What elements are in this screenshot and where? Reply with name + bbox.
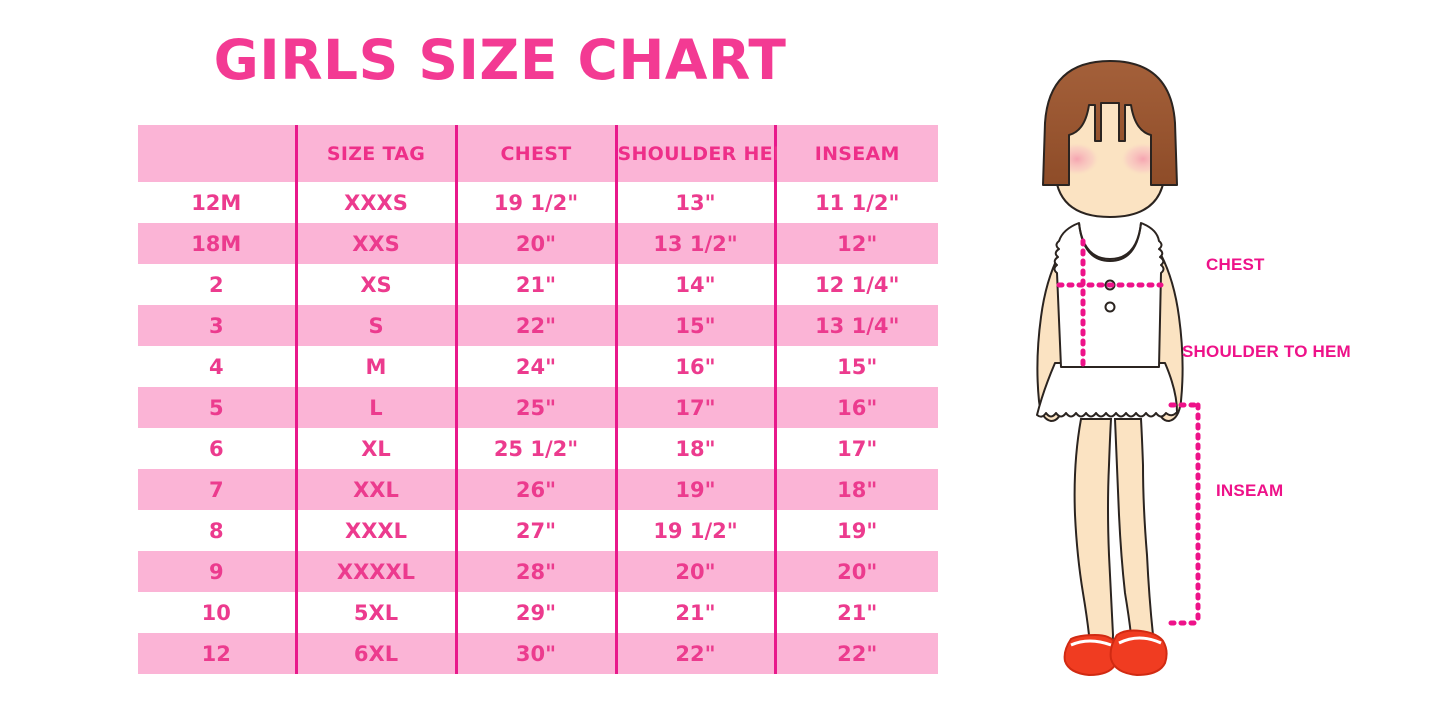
cell-shoulder-hem: 17" bbox=[614, 387, 775, 428]
cell-size-tag: L bbox=[294, 387, 456, 428]
table-row: 9 XXXXL 28" 20" 20" bbox=[138, 551, 938, 592]
column-header-shoulder-hem: SHOULDER HEM bbox=[614, 125, 792, 182]
cell-size-tag: S bbox=[294, 305, 456, 346]
cell-inseam: 16" bbox=[773, 387, 938, 428]
cell-shoulder-hem: 20" bbox=[614, 551, 775, 592]
table-row: 2 XS 21" 14" 12 1/4" bbox=[138, 264, 938, 305]
cell-size: 18M bbox=[138, 223, 296, 264]
column-header-size bbox=[138, 125, 296, 182]
cell-shoulder-hem: 13 1/2" bbox=[614, 223, 775, 264]
cell-size-tag: XXXXL bbox=[294, 551, 456, 592]
cell-inseam: 22" bbox=[773, 633, 938, 674]
cell-shoulder-hem: 19 1/2" bbox=[614, 510, 775, 551]
table-row: 6 XL 25 1/2" 18" 17" bbox=[138, 428, 938, 469]
table-row: 12M XXXS 19 1/2" 13" 11 1/2" bbox=[138, 182, 938, 223]
cell-shoulder-hem: 22" bbox=[614, 633, 775, 674]
page-title: GIRLS SIZE CHART bbox=[213, 28, 787, 92]
girl-figure-illustration bbox=[985, 45, 1235, 685]
table-row: 4 M 24" 16" 15" bbox=[138, 346, 938, 387]
cell-chest: 21" bbox=[454, 264, 616, 305]
cell-chest: 19 1/2" bbox=[454, 182, 616, 223]
cell-inseam: 17" bbox=[773, 428, 938, 469]
cell-size: 5 bbox=[138, 387, 296, 428]
cell-inseam: 15" bbox=[773, 346, 938, 387]
cell-chest: 30" bbox=[454, 633, 616, 674]
cell-chest: 22" bbox=[454, 305, 616, 346]
button-lower bbox=[1104, 301, 1116, 313]
cell-shoulder-hem: 13" bbox=[614, 182, 775, 223]
cell-size: 7 bbox=[138, 469, 296, 510]
table-row: 10 5XL 29" 21" 21" bbox=[138, 592, 938, 633]
cell-inseam: 11 1/2" bbox=[773, 182, 938, 223]
cell-inseam: 18" bbox=[773, 469, 938, 510]
cell-size: 12 bbox=[138, 633, 296, 674]
table-row: 12 6XL 30" 22" 22" bbox=[138, 633, 938, 674]
cell-size-tag: XXS bbox=[294, 223, 456, 264]
cell-size: 6 bbox=[138, 428, 296, 469]
cell-chest: 29" bbox=[454, 592, 616, 633]
size-chart-table: SIZE TAG CHEST SHOULDER HEM INSEAM 12M XX… bbox=[138, 125, 938, 674]
cell-inseam: 19" bbox=[773, 510, 938, 551]
cell-chest: 28" bbox=[454, 551, 616, 592]
table-row: 8 XXXL 27" 19 1/2" 19" bbox=[138, 510, 938, 551]
cell-inseam: 20" bbox=[773, 551, 938, 592]
bodice-shape bbox=[1053, 222, 1165, 368]
cell-size-tag: XL bbox=[294, 428, 456, 469]
cell-shoulder-hem: 16" bbox=[614, 346, 775, 387]
cell-size: 9 bbox=[138, 551, 296, 592]
callout-label-inseam: INSEAM bbox=[1216, 481, 1284, 500]
cell-inseam: 12 1/4" bbox=[773, 264, 938, 305]
column-header-size-tag: SIZE TAG bbox=[294, 125, 456, 182]
cell-size: 3 bbox=[138, 305, 296, 346]
table-row: 5 L 25" 17" 16" bbox=[138, 387, 938, 428]
column-header-inseam: INSEAM bbox=[773, 125, 938, 182]
cell-inseam: 13 1/4" bbox=[773, 305, 938, 346]
cell-size-tag: 5XL bbox=[294, 592, 456, 633]
cell-shoulder-hem: 18" bbox=[614, 428, 775, 469]
measurement-guides bbox=[1056, 238, 1164, 370]
skirt-shape bbox=[1036, 362, 1178, 418]
legs-shape bbox=[1073, 418, 1155, 651]
cell-shoulder-hem: 15" bbox=[614, 305, 775, 346]
table-header-row: SIZE TAG CHEST SHOULDER HEM INSEAM bbox=[138, 125, 938, 182]
cell-size: 4 bbox=[138, 346, 296, 387]
cell-shoulder-hem: 19" bbox=[614, 469, 775, 510]
column-header-chest: CHEST bbox=[454, 125, 616, 182]
inseam-bracket bbox=[1168, 402, 1203, 626]
cell-chest: 25 1/2" bbox=[454, 428, 616, 469]
table-row: 7 XXL 26" 19" 18" bbox=[138, 469, 938, 510]
cell-size: 8 bbox=[138, 510, 296, 551]
cell-size-tag: XS bbox=[294, 264, 456, 305]
table-row: 18M XXS 20" 13 1/2" 12" bbox=[138, 223, 938, 264]
table-header: SIZE TAG CHEST SHOULDER HEM INSEAM bbox=[138, 125, 938, 182]
table-row: 3 S 22" 15" 13 1/4" bbox=[138, 305, 938, 346]
shoes-shape bbox=[1063, 629, 1168, 677]
cell-size-tag: XXXS bbox=[294, 182, 456, 223]
cell-inseam: 21" bbox=[773, 592, 938, 633]
callout-label-shoulder-to-hem: SHOULDER TO HEM bbox=[1182, 342, 1351, 361]
cell-size: 2 bbox=[138, 264, 296, 305]
table-body: 12M XXXS 19 1/2" 13" 11 1/2" 18M XXS 20" 13 1/2"… bbox=[138, 182, 938, 674]
cell-size-tag: XXXL bbox=[294, 510, 456, 551]
hair-shape bbox=[1042, 60, 1178, 186]
cell-chest: 26" bbox=[454, 469, 616, 510]
cell-chest: 24" bbox=[454, 346, 616, 387]
cell-size-tag: 6XL bbox=[294, 633, 456, 674]
callout-label-chest: CHEST bbox=[1206, 255, 1265, 274]
cell-shoulder-hem: 14" bbox=[614, 264, 775, 305]
cell-size-tag: M bbox=[294, 346, 456, 387]
cell-chest: 25" bbox=[454, 387, 616, 428]
cell-size-tag: XXL bbox=[294, 469, 456, 510]
cell-shoulder-hem: 21" bbox=[614, 592, 775, 633]
cell-inseam: 12" bbox=[773, 223, 938, 264]
cell-size: 10 bbox=[138, 592, 296, 633]
cell-size: 12M bbox=[138, 182, 296, 223]
cell-chest: 20" bbox=[454, 223, 616, 264]
cell-chest: 27" bbox=[454, 510, 616, 551]
